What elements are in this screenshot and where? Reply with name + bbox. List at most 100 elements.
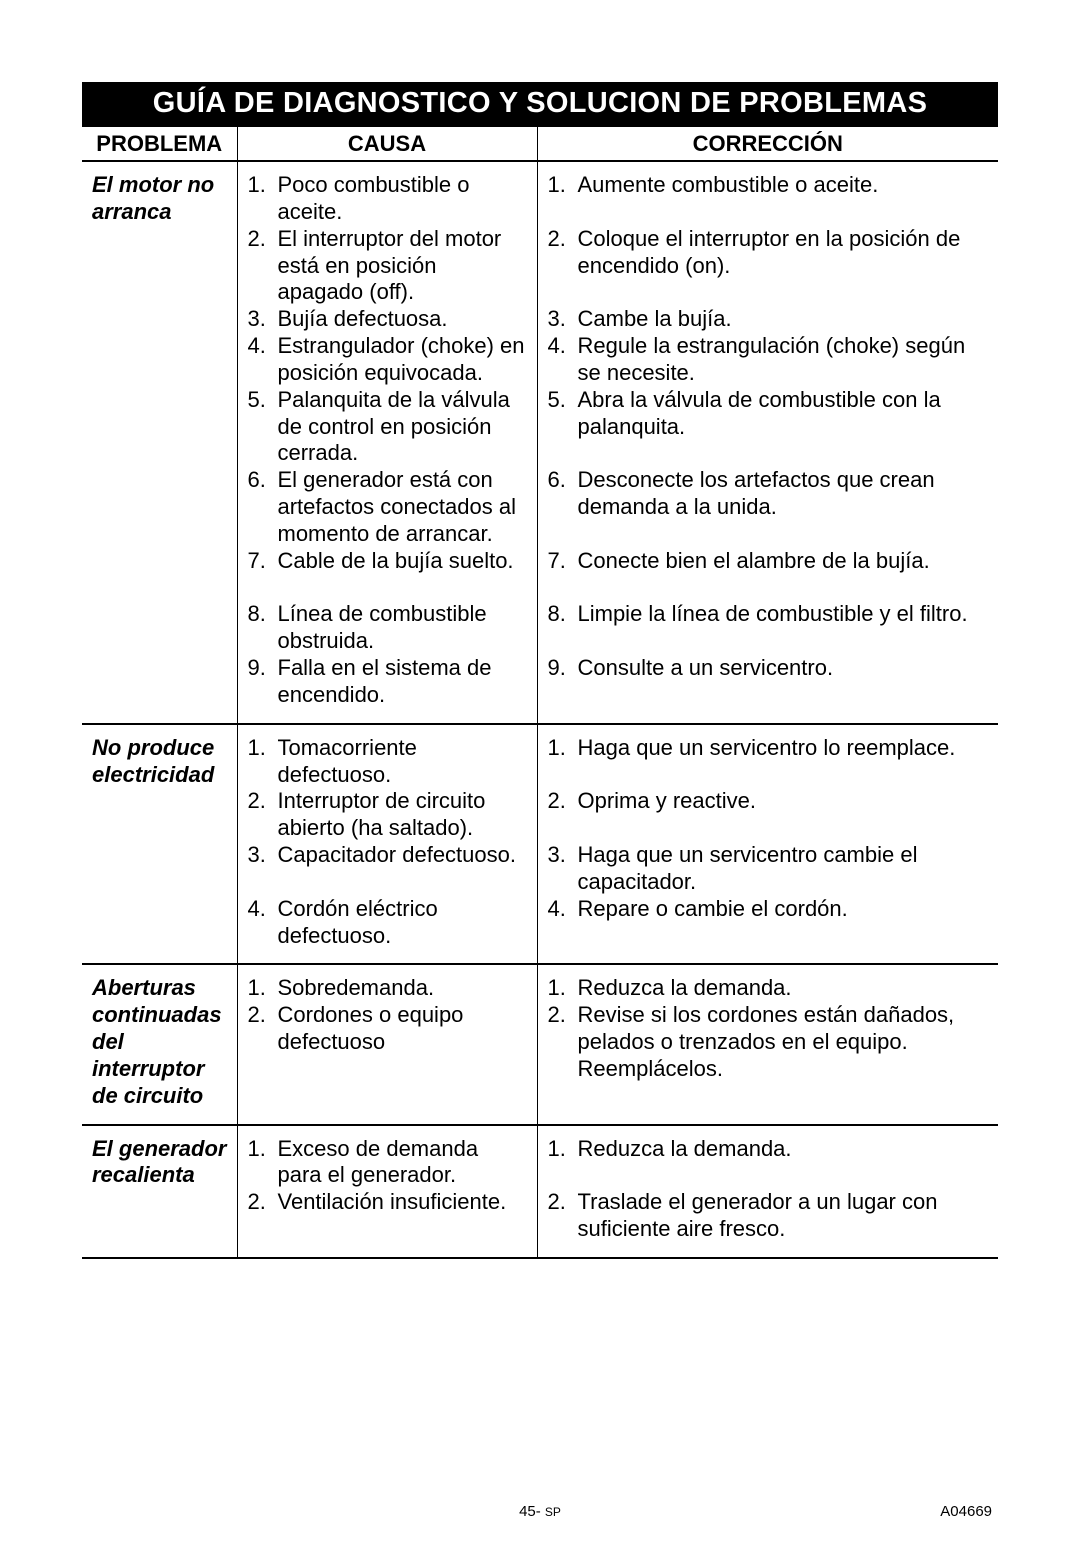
correccion-text: Oprima y reactive.: [578, 788, 757, 813]
table-row: No produce electricidad1.Tomacorriente d…: [82, 724, 998, 965]
list-number: 3.: [248, 842, 274, 869]
problem-cell: No produce electricidad: [82, 724, 237, 965]
table-row: El generador recalienta1.Exceso de deman…: [82, 1125, 998, 1258]
list-number: 1.: [548, 172, 574, 199]
list-item: 2.Traslade el generador a un lugar con s…: [548, 1189, 989, 1243]
list-item: 7.Conecte bien el alambre de la bujía.: [548, 548, 989, 602]
list-number: 9.: [248, 655, 274, 682]
list-number: 4.: [548, 896, 574, 923]
list-item: 4.Regule la estrangulación (choke) según…: [548, 333, 989, 387]
col-header-correccion: CORRECCIÓN: [537, 127, 998, 161]
causa-text: Sobredemanda.: [278, 975, 435, 1000]
list-item: 2.Cordones o equipo defectuoso: [248, 1002, 527, 1083]
list-number: 3.: [248, 306, 274, 333]
list-item: 2.Oprima y reactive.: [548, 788, 989, 842]
causa-cell: 1.Exceso de demanda para el generador.2.…: [237, 1125, 537, 1258]
causa-text: Línea de combustible obstruida.: [278, 601, 487, 653]
correccion-cell: 1.Haga que un servicentro lo reemplace.2…: [537, 724, 998, 965]
list-item: 6.El generador está con artefactos conec…: [248, 467, 527, 548]
list-item: 1.Haga que un servicentro lo reemplace.: [548, 735, 989, 789]
list-item: 3.Bujía defectuosa.: [248, 306, 527, 333]
list-number: 2.: [248, 1002, 274, 1029]
list-number: 1.: [248, 1136, 274, 1163]
table-row: Aberturas continuadas del interruptor de…: [82, 964, 998, 1124]
correccion-text: Reduzca la demanda.: [578, 1136, 792, 1161]
list-number: 1.: [548, 735, 574, 762]
page-number-value: 45-: [519, 1503, 545, 1520]
correccion-text: Aumente combustible o aceite.: [578, 172, 879, 197]
list-number: 2.: [548, 1189, 574, 1216]
correccion-text: Coloque el interruptor en la posición de…: [578, 226, 961, 278]
causa-text: El interruptor del motor está en posició…: [278, 226, 502, 305]
correccion-cell: 1.Aumente combustible o aceite. 2.Coloque…: [537, 161, 998, 724]
list-item: 2.Coloque el interruptor en la posición …: [548, 226, 989, 307]
causa-text: Capacitador defectuoso.: [278, 842, 517, 867]
table-header-row: PROBLEMA CAUSA CORRECCIÓN: [82, 127, 998, 161]
list-number: 5.: [248, 387, 274, 414]
table-row: El motor no arranca1.Poco combustible o …: [82, 161, 998, 724]
troubleshoot-table: PROBLEMA CAUSA CORRECCIÓN El motor no ar…: [82, 127, 998, 1259]
correccion-text: Revise si los cordones están dañados, pe…: [578, 1002, 955, 1081]
correccion-text: Desconecte los artefactos que crean dema…: [578, 467, 935, 519]
correccion-cell: 1.Reduzca la demanda.2.Revise si los cor…: [537, 964, 998, 1124]
list-item: 4.Cordón eléctrico defectuoso.: [248, 896, 527, 950]
list-number: 8.: [248, 601, 274, 628]
list-item: 7.Cable de la bujía suelto.: [248, 548, 527, 602]
correccion-cell: 1.Reduzca la demanda.2.Traslade el gener…: [537, 1125, 998, 1258]
causa-text: Palanquita de la válvula de control en p…: [278, 387, 510, 466]
list-number: 1.: [548, 975, 574, 1002]
list-number: 3.: [548, 842, 574, 869]
list-item: 1.Sobredemanda.: [248, 975, 527, 1002]
causa-text: Interruptor de circuito abierto (ha salt…: [278, 788, 486, 840]
correccion-text: Abra la válvula de combustible con la pa…: [578, 387, 941, 439]
list-item: 3.Cambe la bujía.: [548, 306, 989, 333]
page-number-lang: SP: [545, 1505, 561, 1519]
problem-cell: Aberturas continuadas del interruptor de…: [82, 964, 237, 1124]
list-item: 2.El interruptor del motor está en posic…: [248, 226, 527, 307]
correccion-text: Cambe la bujía.: [578, 306, 732, 331]
causa-cell: 1.Tomacorriente defectuoso.2.Interruptor…: [237, 724, 537, 965]
list-item: 5.Palanquita de la válvula de control en…: [248, 387, 527, 468]
list-number: 4.: [548, 333, 574, 360]
list-item: 1.Tomacorriente defectuoso.: [248, 735, 527, 789]
list-item: 2.Revise si los cordones están dañados, …: [548, 1002, 989, 1083]
causa-cell: 1.Poco combustible o aceite.2.El interru…: [237, 161, 537, 724]
list-item: 5.Abra la válvula de combustible con la …: [548, 387, 989, 468]
list-item: 2.Interruptor de circuito abierto (ha sa…: [248, 788, 527, 842]
correccion-text: Traslade el generador a un lugar con suf…: [578, 1189, 938, 1241]
causa-cell: 1.Sobredemanda.2.Cordones o equipo defec…: [237, 964, 537, 1124]
correccion-text: Regule la estrangulación (choke) según s…: [578, 333, 966, 385]
causa-text: Cordones o equipo defectuoso: [278, 1002, 464, 1054]
list-item: 9.Consulte a un servicentro.: [548, 655, 989, 709]
list-number: 6.: [248, 467, 274, 494]
list-item: 9.Falla en el sistema de encendido.: [248, 655, 527, 709]
problem-cell: El generador recalienta: [82, 1125, 237, 1258]
list-number: 1.: [248, 975, 274, 1002]
causa-text: Bujía defectuosa.: [278, 306, 448, 331]
list-number: 1.: [248, 735, 274, 762]
causa-text: Exceso de demanda para el generador.: [278, 1136, 479, 1188]
correccion-text: Conecte bien el alambre de la bujía.: [578, 548, 930, 573]
list-item: 3.Haga que un servicentro cambie el capa…: [548, 842, 989, 896]
col-header-causa: CAUSA: [237, 127, 537, 161]
correccion-text: Limpie la línea de combustible y el filt…: [578, 601, 968, 626]
causa-text: Estrangulador (choke) en posición equivo…: [278, 333, 525, 385]
list-item: 1.Poco combustible o aceite.: [248, 172, 527, 226]
causa-text: Cable de la bujía suelto.: [278, 548, 514, 573]
list-number: 2.: [548, 226, 574, 253]
doc-id: A04669: [940, 1503, 992, 1520]
list-number: 2.: [248, 788, 274, 815]
correccion-text: Reduzca la demanda.: [578, 975, 792, 1000]
list-number: 7.: [248, 548, 274, 575]
correccion-text: Haga que un servicentro cambie el capaci…: [578, 842, 918, 894]
correccion-text: Repare o cambie el cordón.: [578, 896, 848, 921]
list-number: 8.: [548, 601, 574, 628]
causa-text: Poco combustible o aceite.: [278, 172, 470, 224]
list-number: 7.: [548, 548, 574, 575]
list-number: 1.: [248, 172, 274, 199]
causa-text: Ventilación insuficiente.: [278, 1189, 507, 1214]
list-item: 6.Desconecte los artefactos que crean de…: [548, 467, 989, 548]
list-item: 1.Reduzca la demanda.: [548, 1136, 989, 1190]
list-number: 2.: [548, 1002, 574, 1029]
list-number: 9.: [548, 655, 574, 682]
